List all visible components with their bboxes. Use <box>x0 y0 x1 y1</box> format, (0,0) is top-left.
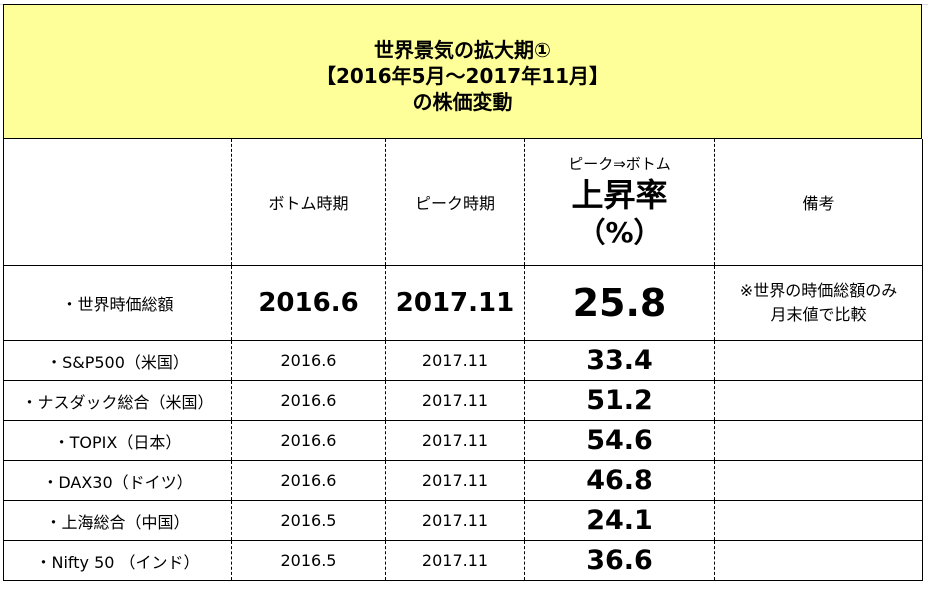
row-peak[interactable]: 2017.11 <box>385 340 525 381</box>
row-name[interactable]: ・DAX30（ドイツ） <box>3 460 232 501</box>
table-row: ・TOPIX（日本） 2016.6 2017.11 54.6 <box>3 420 923 461</box>
row-peak[interactable]: 2017.11 <box>385 540 525 581</box>
title-line-2: 【2016年5月～2017年11月】 <box>315 64 610 88</box>
row-note[interactable]: ※世界の時価総額のみ 月末値で比較 <box>714 265 923 341</box>
row-bottom[interactable]: 2016.5 <box>231 500 386 541</box>
row-name[interactable]: ・S&P500（米国） <box>3 340 232 381</box>
row-bottom[interactable]: 2016.6 <box>231 420 386 461</box>
table-row: ・Nifty 50 （インド） 2016.5 2017.11 36.6 <box>3 540 923 581</box>
row-name[interactable]: ・上海総合（中国） <box>3 500 232 541</box>
table-row: ・S&P500（米国） 2016.6 2017.11 33.4 <box>3 340 923 381</box>
row-note[interactable] <box>714 420 923 461</box>
table-row: ・ナスダック総合（米国） 2016.6 2017.11 51.2 <box>3 380 923 421</box>
note-line-2: 月末値で比較 <box>770 305 867 324</box>
row-rate[interactable]: 36.6 <box>524 540 715 581</box>
header-rise-sub: ピーク⇒ボトム <box>568 155 671 173</box>
note-line-1: ※世界の時価総額のみ <box>739 281 898 300</box>
row-rate[interactable]: 24.1 <box>524 500 715 541</box>
row-peak[interactable]: 2017.11 <box>385 420 525 461</box>
title-box[interactable]: 世界景気の拡大期① 【2016年5月～2017年11月】 の株価変動 <box>3 4 922 139</box>
row-bottom[interactable]: 2016.5 <box>231 540 386 581</box>
row-rate[interactable]: 25.8 <box>524 265 715 341</box>
title-line-1: 世界景気の拡大期① <box>374 38 551 62</box>
header-cell-name[interactable] <box>3 139 232 266</box>
stock-table: ボトム時期 ピーク時期 ピーク⇒ボトム 上昇率 （%） 備考 ・世界時価総額 2… <box>3 139 923 581</box>
row-peak[interactable]: 2017.11 <box>385 500 525 541</box>
row-peak[interactable]: 2017.11 <box>385 380 525 421</box>
table-row: ・DAX30（ドイツ） 2016.6 2017.11 46.8 <box>3 460 923 501</box>
table-row-world: ・世界時価総額 2016.6 2017.11 25.8 ※世界の時価総額のみ 月… <box>3 265 923 341</box>
row-note[interactable] <box>714 540 923 581</box>
row-bottom[interactable]: 2016.6 <box>231 380 386 421</box>
header-row: ボトム時期 ピーク時期 ピーク⇒ボトム 上昇率 （%） 備考 <box>3 139 923 266</box>
header-cell-peak[interactable]: ピーク時期 <box>385 139 525 266</box>
row-rate[interactable]: 33.4 <box>524 340 715 381</box>
row-note[interactable] <box>714 500 923 541</box>
row-note[interactable] <box>714 340 923 381</box>
row-bottom[interactable]: 2016.6 <box>231 460 386 501</box>
header-bottom-label: ボトム時期 <box>268 194 349 213</box>
header-rise-main: 上昇率 <box>571 176 668 214</box>
header-remarks-label: 備考 <box>802 194 835 213</box>
table-row: ・上海総合（中国） 2016.5 2017.11 24.1 <box>3 500 923 541</box>
row-bottom[interactable]: 2016.6 <box>231 340 386 381</box>
row-bottom[interactable]: 2016.6 <box>231 265 386 341</box>
row-peak[interactable]: 2017.11 <box>385 460 525 501</box>
header-rise-unit: （%） <box>577 216 662 249</box>
header-peak-label: ピーク時期 <box>414 194 495 213</box>
row-name[interactable]: ・TOPIX（日本） <box>3 420 232 461</box>
header-cell-rise[interactable]: ピーク⇒ボトム 上昇率 （%） <box>524 139 715 266</box>
row-name[interactable]: ・ナスダック総合（米国） <box>3 380 232 421</box>
row-rate[interactable]: 54.6 <box>524 420 715 461</box>
title-line-3: の株価変動 <box>412 90 513 114</box>
row-note[interactable] <box>714 380 923 421</box>
header-cell-remarks[interactable]: 備考 <box>714 139 923 266</box>
row-rate[interactable]: 51.2 <box>524 380 715 421</box>
row-peak[interactable]: 2017.11 <box>385 265 525 341</box>
header-cell-bottom[interactable]: ボトム時期 <box>231 139 386 266</box>
row-rate[interactable]: 46.8 <box>524 460 715 501</box>
row-name[interactable]: ・世界時価総額 <box>3 265 232 341</box>
row-note[interactable] <box>714 460 923 501</box>
row-name[interactable]: ・Nifty 50 （インド） <box>3 540 232 581</box>
